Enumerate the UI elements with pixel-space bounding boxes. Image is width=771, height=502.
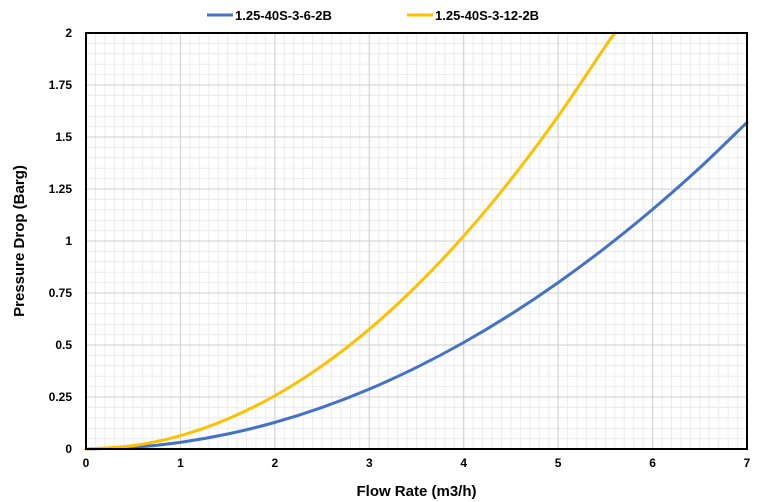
series-line-1: [84, 120, 749, 451]
x-tick-label: 5: [555, 456, 562, 470]
y-tick-label: 1.25: [49, 182, 73, 196]
plot-frame: [85, 32, 748, 450]
x-tick-label: 6: [649, 456, 656, 470]
legend: 1.25-40S-3-6-2B 1.25-40S-3-12-2B: [207, 8, 539, 23]
y-tick-label: 0.25: [49, 390, 73, 404]
y-axis-ticks: 0 0.25 0.5 0.75 1 1.25 1.5 1.75 2: [49, 26, 73, 456]
legend-label-2: 1.25-40S-3-12-2B: [435, 8, 539, 23]
y-tick-label: 0.5: [55, 338, 72, 352]
x-axis-title: Flow Rate (m3/h): [356, 483, 476, 500]
y-tick-label: 1: [65, 234, 72, 248]
x-tick-label: 3: [366, 456, 373, 470]
x-tick-label: 1: [177, 456, 184, 470]
x-tick-label: 7: [744, 456, 751, 470]
x-tick-label: 4: [460, 456, 467, 470]
x-axis-ticks: 0 1 2 3 4 5 6 7: [83, 456, 751, 470]
series-line-2: [84, 31, 617, 451]
x-tick-label: 0: [83, 456, 90, 470]
x-tick-label: 2: [272, 456, 279, 470]
y-tick-label: 2: [65, 26, 72, 40]
series-layer: [84, 31, 749, 451]
y-axis-title: Pressure Drop (Barg): [11, 165, 28, 317]
legend-label-1: 1.25-40S-3-6-2B: [235, 8, 332, 23]
y-tick-label: 1.75: [49, 78, 73, 92]
y-tick-label: 0: [65, 442, 72, 456]
y-tick-label: 1.5: [55, 130, 72, 144]
y-tick-label: 0.75: [49, 286, 73, 300]
